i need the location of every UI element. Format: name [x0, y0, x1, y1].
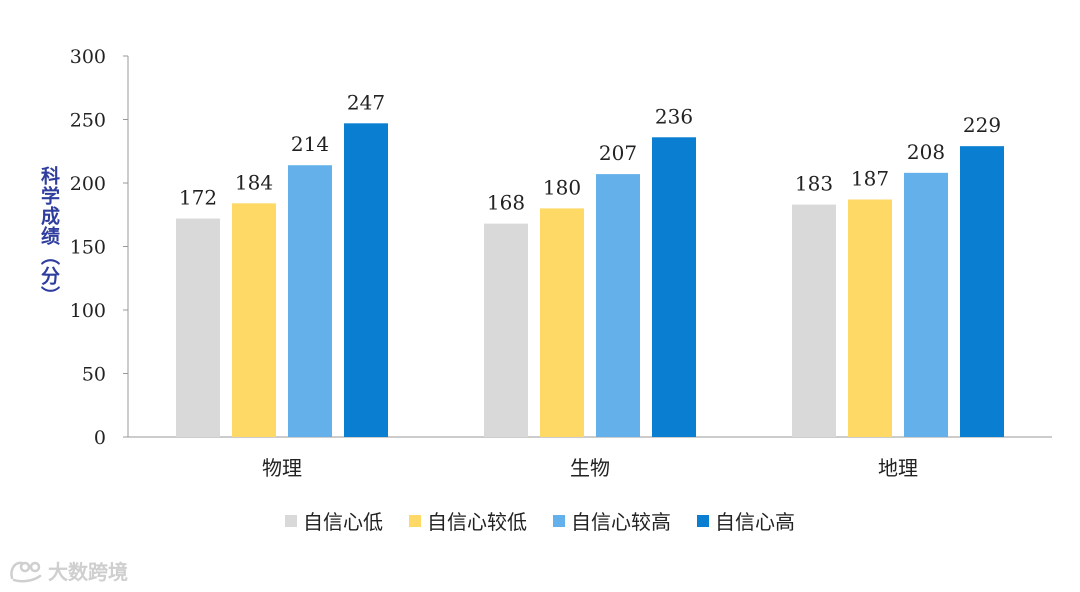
- chart-data-labels: 172 184 214 247 168 180 207 236 183 187 208 229: [179, 90, 1001, 214]
- x-tick-label: 物理: [262, 456, 302, 480]
- y-tick-label: 150: [70, 237, 106, 259]
- legend-label: 自信心较低: [427, 510, 527, 534]
- legend-label: 自信心高: [715, 510, 795, 534]
- watermark: 大数跨境: [8, 556, 128, 585]
- data-label: 168: [487, 191, 525, 215]
- y-tick-label: 50: [82, 364, 106, 386]
- bar: [960, 146, 1004, 438]
- data-label: 187: [851, 167, 889, 191]
- data-label: 229: [963, 113, 1001, 137]
- y-tick-label: 300: [70, 46, 106, 68]
- y-tick-label: 0: [94, 427, 106, 449]
- legend-swatch: [697, 514, 709, 527]
- bar: [596, 174, 640, 438]
- chart-axes: 0 50 100 150 200 250 300: [70, 46, 1052, 449]
- bar: [848, 199, 892, 437]
- bar: [288, 165, 332, 437]
- bar: [176, 218, 220, 437]
- y-axis-label: 科学成绩（分）: [38, 166, 60, 306]
- legend-item: 自信心高: [697, 506, 795, 535]
- data-label: 214: [291, 132, 329, 156]
- chart-category-labels: 物理 生物 地理: [262, 456, 918, 480]
- legend-swatch: [553, 514, 565, 527]
- data-label: 184: [235, 170, 273, 194]
- x-tick-label: 地理: [878, 456, 918, 480]
- bar: [540, 208, 584, 437]
- y-tick-label: 250: [70, 110, 106, 132]
- data-label: 180: [543, 175, 581, 199]
- data-label: 207: [599, 141, 637, 165]
- legend-item: 自信心低: [285, 506, 383, 535]
- legend-label: 自信心低: [303, 510, 383, 534]
- legend-item: 自信心较低: [409, 506, 527, 535]
- bar: [232, 203, 276, 437]
- bar: [344, 123, 388, 437]
- data-label: 208: [907, 140, 945, 164]
- x-tick-label: 生物: [570, 456, 610, 480]
- data-label: 247: [347, 90, 385, 114]
- watermark-text: 大数跨境: [48, 560, 128, 584]
- y-tick-label: 200: [70, 173, 106, 195]
- bar: [792, 204, 836, 437]
- legend-label: 自信心较高: [571, 510, 671, 534]
- legend-swatch: [285, 514, 297, 527]
- data-label: 172: [179, 186, 217, 210]
- legend-swatch: [409, 514, 421, 527]
- chart-bars: [176, 123, 1004, 438]
- chart-legend: 自信心低 自信心较低 自信心较高 自信心高: [0, 506, 1080, 535]
- y-tick-label: 100: [70, 300, 106, 322]
- data-label: 236: [655, 104, 693, 128]
- bar: [904, 172, 948, 437]
- legend-item: 自信心较高: [553, 506, 671, 535]
- data-label: 183: [795, 172, 833, 196]
- bar: [652, 137, 696, 437]
- brand-logo-icon: [10, 561, 42, 582]
- bar: [484, 223, 528, 437]
